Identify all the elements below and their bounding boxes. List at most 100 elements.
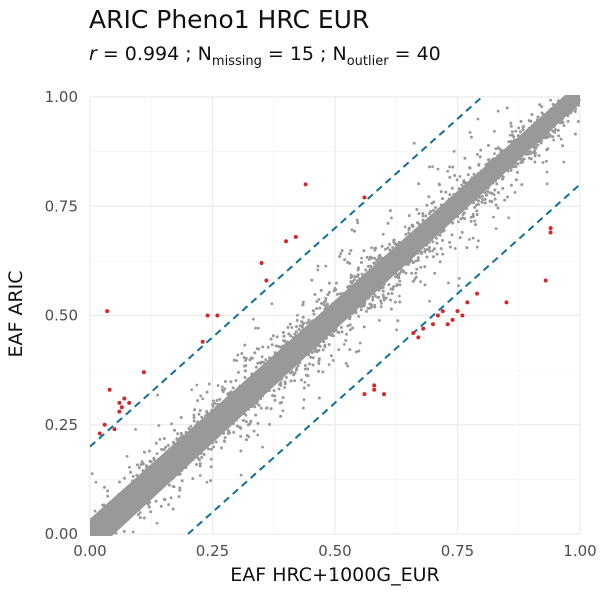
bulk-point bbox=[349, 273, 353, 277]
bulk-point bbox=[477, 187, 481, 191]
bulk-point bbox=[475, 213, 479, 217]
bulk-point bbox=[148, 487, 152, 491]
bulk-point bbox=[180, 468, 184, 472]
bulk-point bbox=[205, 480, 209, 484]
bulk-point bbox=[417, 182, 421, 186]
bulk-point bbox=[140, 474, 144, 478]
bulk-point bbox=[439, 190, 443, 194]
bulk-point bbox=[409, 255, 413, 259]
bulk-point bbox=[131, 474, 135, 478]
bulk-point bbox=[334, 328, 338, 332]
bulk-point bbox=[182, 458, 186, 462]
bulk-point bbox=[351, 293, 355, 297]
bulk-point bbox=[196, 427, 200, 431]
bulk-point bbox=[395, 328, 399, 332]
bulk-point bbox=[553, 130, 557, 134]
y-tick-label: 0.50 bbox=[45, 307, 78, 325]
bulk-point bbox=[451, 221, 455, 225]
bulk-point bbox=[340, 315, 344, 319]
bulk-point bbox=[169, 459, 173, 463]
bulk-point bbox=[494, 227, 498, 231]
x-tick-label: 1.00 bbox=[563, 542, 596, 560]
bulk-point bbox=[334, 318, 338, 322]
bulk-point bbox=[318, 306, 322, 310]
bulk-point bbox=[316, 332, 320, 336]
bulk-point bbox=[188, 437, 192, 441]
bulk-point bbox=[217, 414, 221, 418]
bulk-point bbox=[462, 211, 466, 215]
bulk-point bbox=[104, 521, 108, 525]
bulk-point bbox=[352, 298, 356, 302]
bulk-point bbox=[277, 387, 281, 391]
bulk-point bbox=[173, 428, 177, 432]
bulk-point bbox=[490, 191, 494, 195]
bulk-point bbox=[444, 190, 448, 194]
bulk-point bbox=[179, 445, 183, 449]
bulk-point bbox=[332, 309, 336, 313]
bulk-point bbox=[374, 246, 378, 250]
bulk-point bbox=[165, 460, 169, 464]
bulk-point bbox=[442, 210, 446, 214]
bulk-point bbox=[270, 343, 274, 347]
bulk-point bbox=[207, 382, 211, 386]
bulk-point bbox=[261, 381, 265, 385]
bulk-point bbox=[284, 376, 288, 380]
bulk-point bbox=[239, 473, 243, 477]
bulk-point bbox=[419, 265, 423, 269]
bulk-point bbox=[235, 359, 239, 363]
bulk-point bbox=[348, 303, 352, 307]
bulk-point bbox=[409, 234, 413, 238]
bulk-point bbox=[289, 341, 293, 345]
bulk-point bbox=[228, 414, 232, 418]
bulk-point bbox=[116, 525, 120, 529]
outlier-point bbox=[416, 335, 421, 340]
bulk-point bbox=[376, 283, 380, 287]
bulk-point bbox=[298, 335, 302, 339]
bulk-point bbox=[434, 222, 438, 226]
bulk-point bbox=[414, 259, 418, 263]
bulk-point bbox=[195, 422, 199, 426]
bulk-point bbox=[233, 391, 237, 395]
bulk-point bbox=[501, 186, 505, 190]
bulk-point bbox=[124, 506, 128, 510]
bulk-point bbox=[473, 219, 477, 223]
bulk-point bbox=[112, 499, 116, 503]
bulk-point bbox=[107, 503, 111, 507]
bulk-point bbox=[381, 266, 385, 270]
bulk-point bbox=[362, 282, 366, 286]
bulk-point bbox=[520, 149, 524, 153]
bulk-point bbox=[404, 232, 408, 236]
bulk-point bbox=[485, 186, 489, 190]
bulk-point bbox=[384, 296, 388, 300]
bulk-point bbox=[254, 401, 258, 405]
bulk-point bbox=[309, 325, 313, 329]
bulk-point bbox=[111, 529, 115, 533]
subtitle-missing-sub: missing bbox=[211, 54, 262, 69]
bulk-point bbox=[441, 229, 445, 233]
bulk-point bbox=[192, 445, 196, 449]
bulk-point bbox=[295, 356, 299, 360]
bulk-point bbox=[205, 390, 209, 394]
bulk-point bbox=[567, 110, 571, 114]
bulk-point bbox=[268, 379, 272, 383]
bulk-point bbox=[527, 126, 531, 130]
bulk-point bbox=[300, 320, 304, 324]
bulk-point bbox=[250, 356, 254, 360]
bulk-point bbox=[360, 256, 363, 260]
bulk-point bbox=[515, 140, 519, 144]
outlier-point bbox=[97, 431, 102, 436]
bulk-point bbox=[232, 430, 236, 434]
bulk-point bbox=[120, 493, 124, 497]
bulk-point bbox=[125, 454, 129, 458]
bulk-point bbox=[507, 140, 511, 144]
bulk-point bbox=[286, 325, 290, 329]
bulk-point bbox=[192, 427, 196, 431]
bulk-point bbox=[295, 318, 299, 322]
bulk-point bbox=[138, 478, 142, 482]
bulk-point bbox=[207, 418, 211, 422]
bulk-point bbox=[195, 430, 199, 434]
bulk-point bbox=[423, 283, 427, 287]
bulk-point bbox=[163, 474, 167, 478]
bulk-point bbox=[301, 315, 305, 319]
bulk-point bbox=[218, 397, 222, 401]
